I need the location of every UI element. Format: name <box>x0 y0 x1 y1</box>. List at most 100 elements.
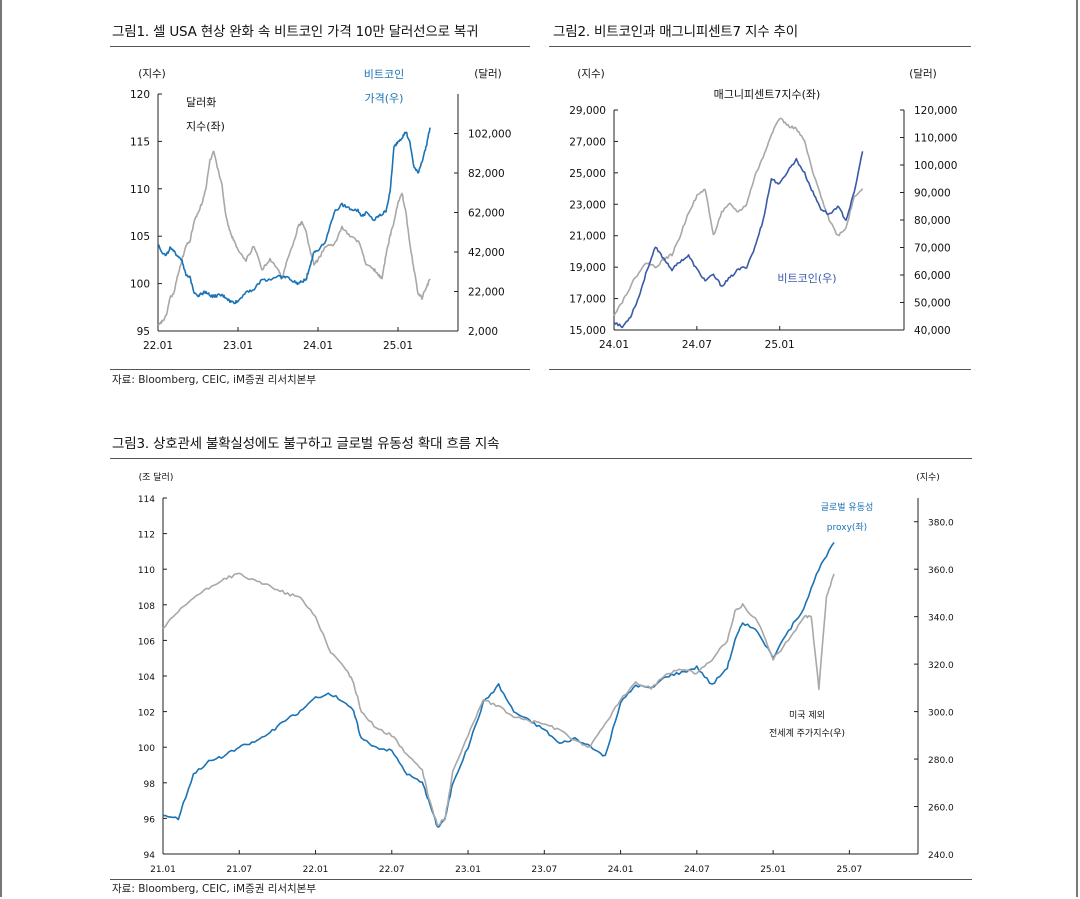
fig1-right-tick-label: 62,000 <box>468 208 505 220</box>
fig3-title: 그림3. 상호관세 불확실성에도 불구하고 글로벌 유동성 확대 흐름 지속 <box>112 436 500 452</box>
fig2-left-tick-label: 17,000 <box>569 294 606 306</box>
fig2-right-unit: (달러) <box>909 68 937 80</box>
fig3-annotation: 미국 제외 <box>789 709 825 721</box>
fig3-x-tick-label: 24.07 <box>684 865 710 875</box>
fig3-x-tick-label: 25.07 <box>836 865 862 875</box>
fig3-x-tick-label: 21.01 <box>150 865 176 875</box>
fig3-right-tick-label: 300.0 <box>928 709 954 719</box>
fig1-left-unit: (지수) <box>138 68 166 80</box>
fig1-annotation: 가격(우) <box>365 92 404 105</box>
fig3-left-tick-label: 102 <box>138 709 155 719</box>
fig3-series-a-line <box>163 542 835 828</box>
fig2-annotation: 비트코인(우) <box>777 272 836 285</box>
fig1-source: 자료: Bloomberg, CEIC, iM증권 리서치본부 <box>112 374 316 386</box>
fig2-bottom-rule <box>549 369 971 370</box>
fig1-series-b-line <box>157 127 431 305</box>
fig3-right-tick-label: 380.0 <box>928 519 954 529</box>
fig2-x-tick-label: 25.01 <box>765 339 795 351</box>
fig1-left-tick-label: 105 <box>130 231 150 243</box>
fig3-right-tick-label: 240.0 <box>928 851 954 861</box>
fig2-x-tick-label: 24.07 <box>682 339 712 351</box>
fig3-source: 자료: Bloomberg, CEIC, iM증권 리서치본부 <box>112 883 316 895</box>
fig2-chart: 15,000 17,000 19,000 21,000 23,000 25,000 27,0… <box>569 68 957 351</box>
fig1-left-tick-label: 110 <box>130 184 150 196</box>
fig2-top-rule <box>549 46 971 47</box>
fig3-left-tick-label: 104 <box>138 673 155 683</box>
fig1-right-tick-label: 102,000 <box>468 129 511 141</box>
fig3-x-tick-label: 22.01 <box>303 865 329 875</box>
fig2-left-tick-label: 19,000 <box>569 262 606 274</box>
fig3-left-tick-label: 96 <box>144 815 156 825</box>
fig3-left-tick-label: 106 <box>138 637 155 647</box>
fig3-right-tick-label: 340.0 <box>928 614 954 624</box>
fig3-right-tick-label: 260.0 <box>928 804 954 814</box>
fig3-x-tick-label: 23.07 <box>531 865 557 875</box>
fig2-right-tick-label: 100,000 <box>914 160 957 172</box>
fig1-x-tick-label: 24.01 <box>303 340 333 352</box>
fig1-left-tick-label: 120 <box>130 89 150 101</box>
fig1-left-tick-label: 100 <box>130 279 150 291</box>
fig1-left-tick-label: 115 <box>130 136 150 148</box>
fig3-series-b-line <box>162 572 835 827</box>
fig3-left-tick-label: 108 <box>138 602 155 612</box>
fig1-x-tick-label: 23.01 <box>223 340 253 352</box>
fig3-bottom-rule <box>110 879 972 880</box>
fig1-x-tick-label: 25.01 <box>383 340 413 352</box>
fig2-right-tick-label: 40,000 <box>914 325 951 337</box>
fig3-right-unit: (지수) <box>916 472 940 483</box>
fig2-left-unit: (지수) <box>577 68 605 80</box>
fig1-title: 그림1. 셀 USA 현상 완화 속 비트코인 가격 10만 달러선으로 복귀 <box>112 24 479 40</box>
fig1-series-a-line <box>157 150 431 326</box>
fig3-right-tick-label: 320.0 <box>928 661 954 671</box>
fig1-right-tick-label: 42,000 <box>468 247 505 259</box>
fig2-right-tick-label: 110,000 <box>914 133 957 145</box>
fig3-annotation: 전세계 주가지수(우) <box>769 727 845 739</box>
fig3-annotation: 글로벌 유동성 <box>821 502 874 513</box>
fig1-right-tick-label: 2,000 <box>468 326 498 338</box>
fig1-right-tick-label: 22,000 <box>468 287 505 299</box>
fig2-right-tick-label: 80,000 <box>914 215 951 227</box>
fig2-series-b-line <box>613 151 864 329</box>
fig1-left-tick-label: 95 <box>137 326 150 338</box>
fig1-right-tick-label: 82,000 <box>468 168 505 180</box>
fig3-left-unit: (조 달러) <box>139 471 174 483</box>
fig3-right-tick-label: 360.0 <box>928 566 954 576</box>
fig2-left-tick-label: 21,000 <box>569 231 606 243</box>
fig3-left-tick-label: 98 <box>144 780 156 790</box>
fig2-title: 그림2. 비트코인과 매그니피센트7 지수 추이 <box>553 24 798 40</box>
fig1-annotation: 달러화 <box>186 96 216 109</box>
fig2-right-tick-label: 60,000 <box>914 270 951 282</box>
fig1-bottom-rule <box>110 369 530 370</box>
fig2-x-tick-label: 24.01 <box>599 339 629 351</box>
fig3-left-tick-label: 94 <box>144 851 156 861</box>
fig1-chart: 95 100 105 110 115 120 2,000 22,000 42,000 62,000… <box>130 68 511 352</box>
fig2-right-tick-label: 70,000 <box>914 243 951 255</box>
fig2-series-a-line <box>613 117 864 316</box>
fig1-x-tick-label: 22.01 <box>143 340 173 352</box>
fig3-left-tick-label: 110 <box>138 566 155 576</box>
fig3-left-tick-label: 114 <box>138 495 155 505</box>
fig3-left-tick-label: 112 <box>138 531 155 541</box>
fig2-annotation: 매그니피센트7지수(좌) <box>714 88 821 101</box>
fig1-annotation: 비트코인 <box>364 68 404 81</box>
fig3-right-tick-label: 280.0 <box>928 756 954 766</box>
fig2-left-tick-label: 29,000 <box>569 105 606 117</box>
fig3-left-tick-label: 100 <box>138 744 155 754</box>
fig1-annotation: 지수(좌) <box>186 120 225 133</box>
fig3-x-tick-label: 23.01 <box>455 865 481 875</box>
fig3-x-tick-label: 22.07 <box>379 865 405 875</box>
fig2-left-tick-label: 23,000 <box>569 199 606 211</box>
fig3-top-rule <box>110 458 972 459</box>
fig2-left-tick-label: 15,000 <box>569 325 606 337</box>
fig2-left-tick-label: 25,000 <box>569 168 606 180</box>
fig2-right-tick-label: 90,000 <box>914 188 951 200</box>
fig2-right-tick-label: 120,000 <box>914 105 957 117</box>
fig1-right-unit: (달러) <box>474 68 502 80</box>
fig2-left-tick-label: 27,000 <box>569 136 606 148</box>
fig3-x-tick-label: 21.07 <box>226 865 252 875</box>
fig1-top-rule <box>110 46 530 47</box>
fig2-right-tick-label: 50,000 <box>914 298 951 310</box>
fig3-chart: 94 96 98 100 102 104 106 108 110 112 114 240.0 260.0… <box>138 471 954 875</box>
fig3-x-tick-label: 24.01 <box>608 865 634 875</box>
